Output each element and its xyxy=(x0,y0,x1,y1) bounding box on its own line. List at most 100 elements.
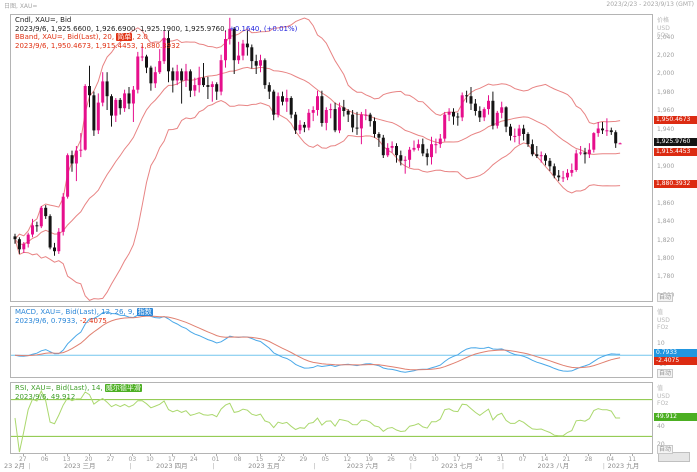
axis-tickmark xyxy=(500,454,502,456)
axis-month-label: 2023 六月 xyxy=(346,462,379,470)
axis-unit-label: FOz xyxy=(657,324,669,331)
price-tick: 1,760 xyxy=(657,291,675,299)
price-panel[interactable]: Cndl, XAU=, Bid 2023/9/6, 1,925.6600, 1,… xyxy=(10,14,653,302)
axis-month-separator: | xyxy=(501,462,505,470)
axis-day-label: 26 xyxy=(387,456,395,463)
macd-legend: MACD, XAU=, Bid(Last), 12, 26, 9, 指数 202… xyxy=(15,308,153,325)
axis-tickmark xyxy=(215,454,217,456)
macd-tick: -10 xyxy=(657,361,667,369)
axis-tickmark xyxy=(391,454,393,456)
axis-unit-label: FOz xyxy=(657,400,669,407)
price-badge: 1,880.3932 xyxy=(654,180,697,189)
axis-month-separator: | xyxy=(28,462,31,470)
price-tick: 1,900 xyxy=(657,162,675,170)
axis-month-label: 2023 五月 xyxy=(248,462,280,470)
rsi-panel[interactable]: RSI, XAU=, Bid(Last), 14, 威尔德平滑 2023/9/6… xyxy=(10,382,653,454)
axis-day-label: 13 xyxy=(62,456,71,463)
rsi-plot[interactable] xyxy=(11,383,652,453)
axis-day-label: 21 xyxy=(562,456,571,463)
axis-tickmark xyxy=(132,454,134,456)
chart-tab-label[interactable]: 日图, XAU= xyxy=(4,3,38,10)
axis-tickmark xyxy=(303,454,305,456)
axis-month-label: 2023 八月 xyxy=(537,462,570,470)
axis-month-separator: | xyxy=(212,462,215,470)
bband-type-chip: 简单 xyxy=(116,33,133,41)
axis-day-label: 17 xyxy=(453,456,461,463)
auto-scale-button[interactable]: 自动 xyxy=(657,293,674,302)
axis-tickmark xyxy=(110,454,112,456)
axis-month-separator: | xyxy=(313,462,316,470)
axis-tickmark xyxy=(610,454,612,456)
axis-start-label: 23 2月 xyxy=(4,462,25,470)
macd-mode-chip: 指数 xyxy=(136,308,153,316)
bband-values: 2023/9/6, 1,950.4673, 1,915.4453, 1,880.… xyxy=(15,41,181,50)
axis-day-label: 20 xyxy=(84,456,93,463)
macd-badge: 0.7933 xyxy=(654,349,697,358)
bband-settings-suffix: , 2.0 xyxy=(132,33,148,41)
price-badge: 1,925.9760 xyxy=(654,138,697,147)
axis-unit-label: 值 xyxy=(657,309,664,316)
axis-day-label: 04 xyxy=(606,456,615,463)
axis-tickmark xyxy=(456,454,458,456)
axis-day-label: 22 xyxy=(277,456,286,463)
macd-signal-badge: -2.4075 xyxy=(654,357,697,366)
rsi-value: 2023/9/6, 49.912 xyxy=(15,392,76,401)
macd-value: 2023/9/6, 0.7933, xyxy=(15,316,80,325)
axis-day-label: 03 xyxy=(128,456,137,463)
axis-day-label: 24 xyxy=(474,456,483,463)
axis-day-label: 28 xyxy=(584,456,593,463)
price-tick: 1,940 xyxy=(657,125,675,133)
candlestick-plot[interactable] xyxy=(11,15,652,301)
axis-day-label: 08 xyxy=(233,456,242,463)
rsi-settings-text: RSI, XAU=, Bid(Last), 14, xyxy=(15,384,105,392)
bband-settings-text: BBand, XAU=, Bid(Last), 20, xyxy=(15,33,117,41)
axis-month-label: 2023 七月 xyxy=(441,462,473,470)
bband-settings: BBand, XAU=, Bid(Last), 20, 简单, 2.0 xyxy=(15,33,297,42)
axis-day-label: 01 xyxy=(211,456,220,463)
macd-signal-value: -2.4075 xyxy=(79,316,107,325)
axis-tickmark xyxy=(566,454,568,456)
axis-month-label: 2023 三月 xyxy=(63,462,96,470)
price-legend: Cndl, XAU=, Bid 2023/9/6, 1,925.6600, 1,… xyxy=(15,16,297,50)
axis-month-separator: | xyxy=(129,462,132,470)
axis-day-label: 07 xyxy=(518,456,527,463)
axis-day-label: 17 xyxy=(168,456,176,463)
axis-day-label: 06 xyxy=(40,456,49,463)
axis-unit-label: USD xyxy=(657,316,670,324)
axis-day-label: 12 xyxy=(343,456,352,463)
axis-day-label: 19 xyxy=(365,456,373,463)
series-label: Cndl, XAU=, Bid xyxy=(15,16,72,24)
axis-day-label: 29 xyxy=(299,456,308,463)
ohlc-text: 2023/9/6, 1,925.6600, 1,926.6900, 1,925.… xyxy=(15,24,230,33)
axis-unit-label: USD xyxy=(657,392,670,400)
rsi-settings: RSI, XAU=, Bid(Last), 14, 威尔德平滑 xyxy=(15,384,142,393)
date-range-label: 2023/2/23 - 2023/9/13 (GMT) xyxy=(606,1,694,8)
axis-tickmark xyxy=(347,454,349,456)
rsi-legend: RSI, XAU=, Bid(Last), 14, 威尔德平滑 2023/9/6… xyxy=(15,384,142,401)
axis-tickmark xyxy=(369,454,371,456)
axis-month-separator: | xyxy=(602,462,605,470)
rsi-mode-chip: 威尔德平滑 xyxy=(104,384,142,392)
axis-tickmark xyxy=(434,454,436,456)
price-tick: 1,980 xyxy=(657,88,675,96)
axis-tickmark xyxy=(171,454,173,456)
axis-unit-label: 价格 xyxy=(657,17,670,24)
axis-corner-box[interactable] xyxy=(658,452,690,462)
axis-month-label: 2023 四月 xyxy=(156,462,188,470)
axis-day-label: 15 xyxy=(255,456,264,463)
macd-tick: 10 xyxy=(657,340,665,347)
macd-values: 2023/9/6, 0.7933, -2.4075 xyxy=(15,317,153,326)
macd-plot[interactable] xyxy=(11,307,652,377)
auto-scale-button[interactable]: 自动 xyxy=(657,369,674,378)
rsi-badge: 49.912 xyxy=(654,413,697,422)
axis-day-label: 10 xyxy=(146,456,154,463)
axis-tickmark xyxy=(413,454,414,456)
macd-panel[interactable]: MACD, XAU=, Bid(Last), 12, 26, 9, 指数 202… xyxy=(10,306,653,378)
axis-tickmark xyxy=(22,454,24,456)
axis-month-separator: | xyxy=(409,462,412,470)
macd-settings: MACD, XAU=, Bid(Last), 12, 26, 9, 指数 xyxy=(15,308,153,317)
price-tick: 1,800 xyxy=(657,254,675,262)
axis-tickmark xyxy=(325,454,327,456)
axis-tickmark xyxy=(44,454,46,456)
axis-tickmark xyxy=(237,454,239,456)
